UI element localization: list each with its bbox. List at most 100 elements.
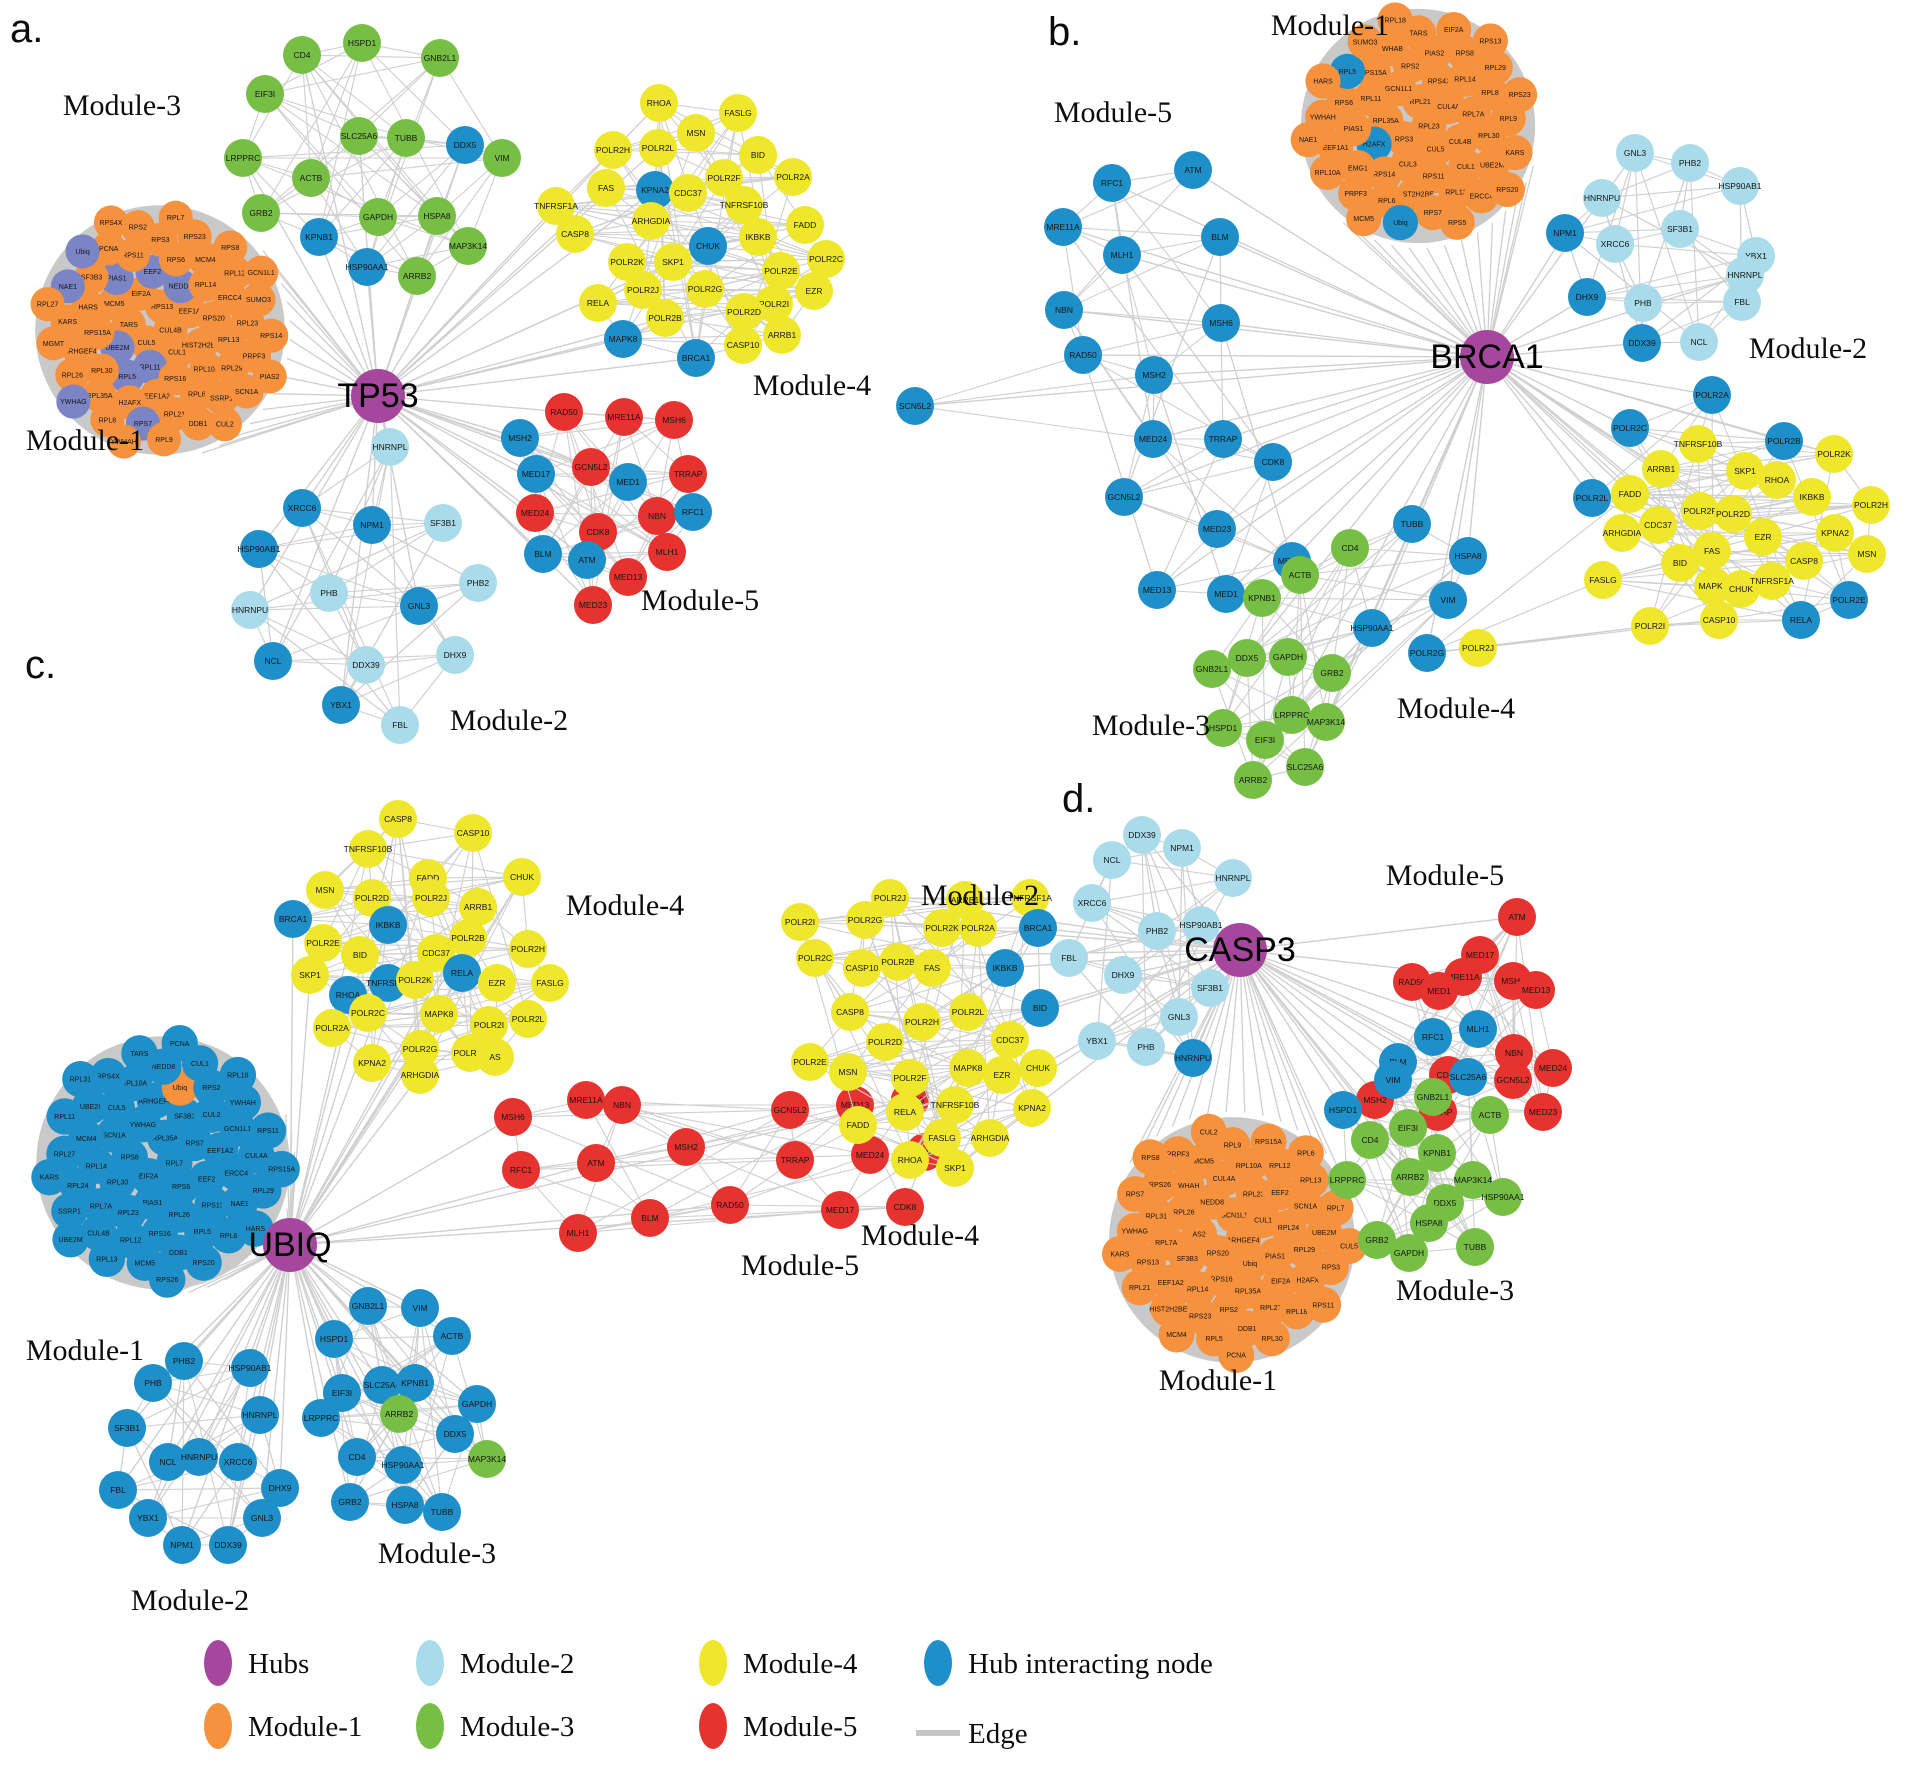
node-label: POLR2C xyxy=(351,1008,385,1018)
edge xyxy=(264,93,407,139)
node-label: NCL xyxy=(159,1457,176,1467)
node-label: POLR2B xyxy=(648,313,682,323)
edge xyxy=(439,57,503,159)
node-SF3B1 xyxy=(108,1409,146,1447)
node-HSP90AA1 xyxy=(384,1446,422,1484)
node-FAS xyxy=(913,949,951,987)
node-MED24 xyxy=(1134,420,1172,458)
edge xyxy=(264,93,418,277)
node-label: ACTB xyxy=(300,173,323,183)
node-label: PRPF3 xyxy=(1167,1152,1190,1159)
node-RPL18 xyxy=(219,1056,257,1094)
node-label: CHUK xyxy=(1729,584,1753,594)
node-label: RPL13 xyxy=(1445,190,1467,197)
edge xyxy=(1153,356,1488,376)
panel-letter-a: a. xyxy=(10,7,43,51)
node-ARRB2 xyxy=(1234,761,1272,799)
edge xyxy=(333,1338,351,1503)
node-DDX5 xyxy=(1228,639,1266,677)
node-label: MED1 xyxy=(1214,589,1238,599)
node-NCL xyxy=(254,642,292,680)
node-label: RPS20 xyxy=(1207,1251,1229,1258)
node-label: UBE2M xyxy=(1480,162,1504,169)
node-label: HNRNPL xyxy=(1216,873,1251,883)
node-HNRNPU xyxy=(231,591,269,629)
node-label: POLR2D xyxy=(355,893,389,903)
node-KPNB1 xyxy=(396,1364,434,1402)
edge xyxy=(1287,547,1351,658)
node-CASP10 xyxy=(724,326,762,364)
node-HNRNPU xyxy=(180,1438,218,1476)
edge xyxy=(1601,197,1643,344)
node-label: RPL24 xyxy=(1278,1225,1300,1232)
node-label: MED24 xyxy=(1139,434,1168,444)
node-BID xyxy=(1021,989,1059,1027)
edge xyxy=(328,582,479,594)
node-label: NBN xyxy=(1055,305,1073,315)
edge xyxy=(849,967,1006,1013)
node-label: RPS15A xyxy=(268,1167,295,1174)
node-FASLG xyxy=(531,964,569,1002)
edge xyxy=(117,1487,281,1491)
edge xyxy=(167,1244,291,1463)
node-label: TUBB xyxy=(1401,519,1424,529)
edge xyxy=(416,157,503,277)
node-label: BID xyxy=(1673,558,1687,568)
node-NPM1 xyxy=(163,1526,201,1564)
node-label: NEDD8 xyxy=(169,284,193,291)
node-RPL7 xyxy=(1317,1190,1354,1227)
node-label: GCN1L1 xyxy=(224,1126,251,1133)
node-label: MCM5 xyxy=(1193,1158,1214,1165)
node-label: KPNA2 xyxy=(1821,528,1849,538)
node-ACTB xyxy=(1471,1096,1509,1134)
node-label: RPL14 xyxy=(1454,77,1476,84)
node-POLR2F xyxy=(705,159,743,197)
edge xyxy=(649,1104,856,1219)
node-NAE1 xyxy=(1290,122,1326,158)
node-label: POLR2A xyxy=(776,172,810,182)
node-MED17 xyxy=(517,455,555,493)
node-ARHGDIA xyxy=(632,202,670,240)
node-label: MSH6 xyxy=(501,1112,525,1122)
node-label: RPS15A xyxy=(1360,70,1387,77)
node-label: EIF3I xyxy=(1255,735,1275,745)
node-POLR2K xyxy=(923,909,961,947)
edge xyxy=(264,57,441,95)
node-label: RPL11 xyxy=(140,364,161,371)
node-label: DDX39 xyxy=(1128,830,1156,840)
node-BRCA1 xyxy=(677,339,715,377)
node-POLR2E xyxy=(791,1043,829,1081)
hub-node-TP53 xyxy=(351,369,405,423)
edge xyxy=(289,1048,421,1246)
node-label: MRE11A xyxy=(1446,972,1480,982)
node-label: MSH6 xyxy=(662,415,686,425)
node-label: MED13 xyxy=(1143,585,1172,595)
node-label: RPL21 xyxy=(1129,1285,1151,1292)
node-label: RPL6 xyxy=(1378,198,1396,205)
node-label: MED1 xyxy=(1427,986,1451,996)
node-ATM xyxy=(1174,151,1212,189)
node-KARS xyxy=(1497,134,1533,171)
node-label: EEF1A2 xyxy=(1158,1280,1184,1287)
edge xyxy=(272,582,479,662)
node-KARS xyxy=(1101,1236,1138,1272)
node-EZR xyxy=(478,964,516,1002)
node-RFC1 xyxy=(1093,164,1131,202)
node-SLC25A6 xyxy=(363,1366,401,1404)
node-label: RPS13 xyxy=(201,1202,223,1209)
edge xyxy=(590,466,668,553)
module-label-d-Module-4: Module-4 xyxy=(861,1219,979,1252)
node-label: RELA xyxy=(894,1107,917,1117)
node-POLR2I xyxy=(1631,607,1669,645)
edge xyxy=(1220,322,1293,562)
node-RPL26 xyxy=(55,357,90,393)
edge xyxy=(289,1206,906,1246)
edge xyxy=(814,949,1241,959)
node-label: NAE1 xyxy=(1299,137,1317,144)
edge xyxy=(1783,440,1850,601)
node-TNFRSF1A xyxy=(1753,562,1791,600)
node-label: RPS16 xyxy=(164,376,186,383)
node-label: ARHGDIA xyxy=(632,216,671,226)
edge xyxy=(1689,162,1700,343)
